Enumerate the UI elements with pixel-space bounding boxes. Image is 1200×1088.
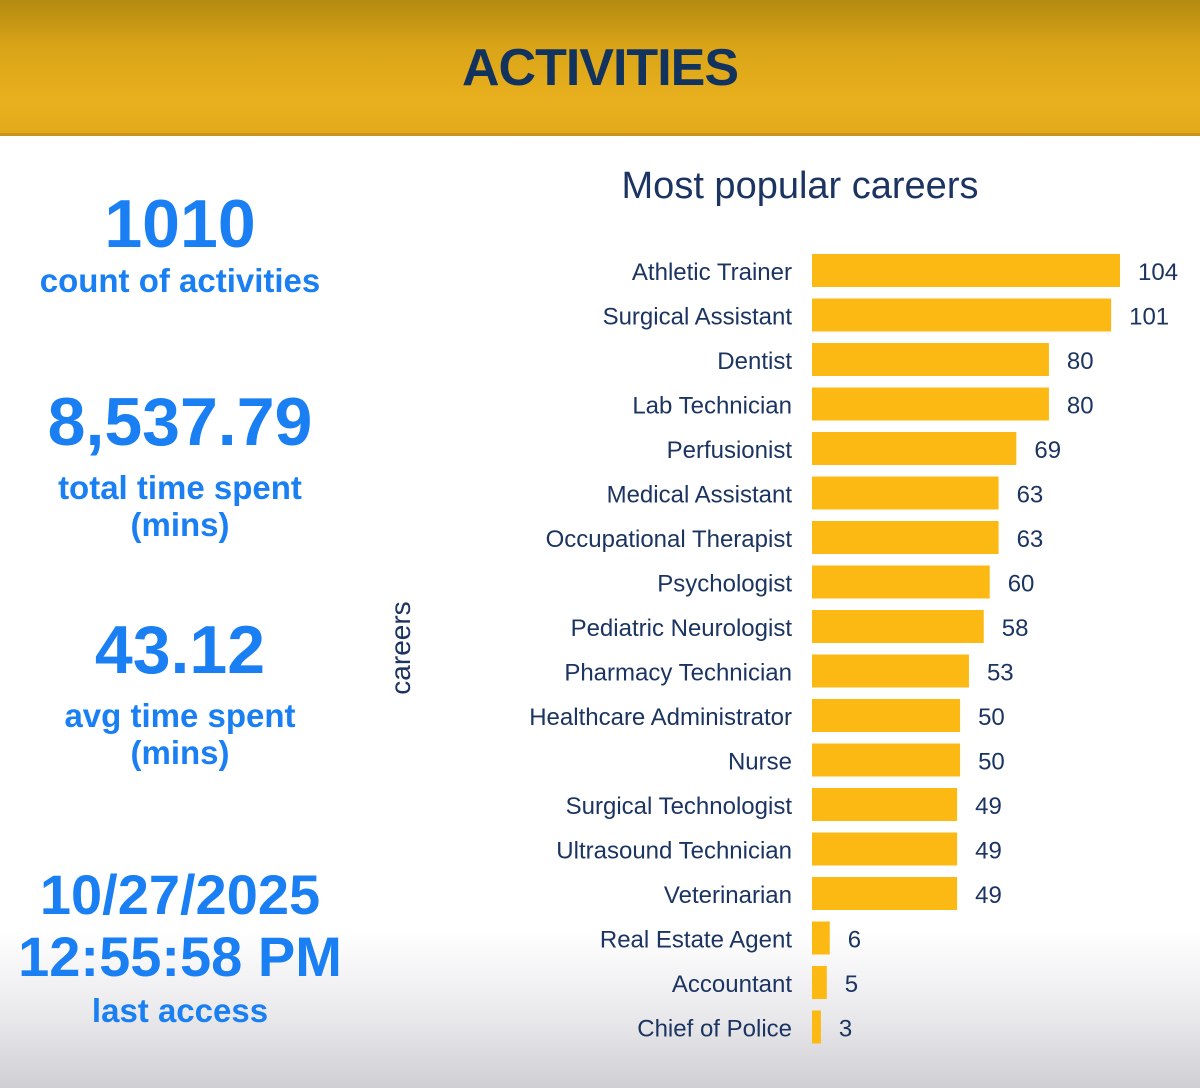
value-label-3: 80	[1067, 393, 1094, 420]
kpi-total-time-value: 8,537.79	[47, 384, 313, 460]
kpi-avg-time-value: 43.12	[94, 612, 266, 688]
bar-5	[812, 476, 999, 510]
value-label-13: 49	[975, 838, 1002, 865]
kpi-last-access-time: 12:55:58 PM	[18, 924, 342, 988]
category-label-8: Pediatric Neurologist	[571, 615, 793, 642]
header-banner: ACTIVITIES	[0, 0, 1200, 136]
bar-12	[812, 788, 958, 821]
category-label-3: Lab Technician	[632, 393, 792, 420]
value-label-16: 5	[845, 971, 858, 998]
value-label-14: 49	[975, 882, 1002, 909]
kpi-last-access-date: 10/27/2025	[39, 863, 321, 926]
value-label-17: 3	[839, 1016, 852, 1043]
value-label-1: 101	[1129, 304, 1169, 331]
value-label-8: 58	[1002, 615, 1029, 642]
category-label-5: Medical Assistant	[607, 482, 793, 509]
bar-9	[812, 654, 969, 688]
bar-1	[812, 298, 1112, 332]
category-label-1: Surgical Assistant	[603, 304, 793, 331]
value-label-7: 60	[1008, 571, 1035, 598]
value-label-15: 6	[848, 927, 861, 954]
y-axis-label: careers	[385, 601, 416, 694]
bar-11	[812, 743, 961, 777]
bar-8	[812, 610, 984, 643]
category-label-6: Occupational Therapist	[546, 526, 793, 553]
category-label-17: Chief of Police	[637, 1016, 792, 1043]
value-label-9: 53	[987, 660, 1014, 687]
category-label-7: Psychologist	[657, 571, 792, 598]
category-label-12: Surgical Technologist	[566, 793, 793, 820]
kpi-last-access: 10/27/2025 12:55:58 PM last access	[0, 864, 360, 1030]
value-label-12: 49	[975, 793, 1002, 820]
category-label-2: Dentist	[717, 348, 792, 375]
kpi-total-time-label-2: (mins)	[130, 505, 230, 543]
kpi-count-value: 1010	[104, 186, 256, 262]
kpi-avg-time: 43.12 avg time spent (mins)	[0, 616, 360, 772]
bar-16	[812, 966, 827, 999]
bar-3	[812, 387, 1049, 421]
kpi-total-time: 8,537.79 total time spent (mins)	[0, 388, 360, 544]
bar-15	[812, 921, 830, 955]
category-label-0: Athletic Trainer	[632, 259, 792, 286]
value-label-4: 69	[1034, 437, 1061, 464]
category-label-16: Accountant	[672, 971, 792, 998]
bottom-fade	[0, 930, 1200, 1088]
kpi-count-label: count of activities	[39, 262, 321, 299]
kpi-count: 1010 count of activities	[0, 190, 360, 300]
bar-6	[812, 521, 999, 554]
bar-10	[812, 699, 961, 732]
category-label-9: Pharmacy Technician	[564, 660, 792, 687]
bar-0	[812, 254, 1120, 287]
chart-title: Most popular careers	[622, 165, 979, 207]
category-label-11: Nurse	[728, 749, 792, 776]
bar-14	[812, 877, 958, 910]
category-label-10: Healthcare Administrator	[529, 704, 792, 731]
category-label-14: Veterinarian	[664, 882, 792, 909]
page-title: ACTIVITIES	[461, 39, 739, 97]
bar-7	[812, 565, 990, 599]
bar-13	[812, 832, 958, 866]
value-label-6: 63	[1017, 526, 1044, 553]
value-label-0: 104	[1138, 259, 1178, 286]
category-label-13: Ultrasound Technician	[556, 838, 792, 865]
bar-4	[812, 432, 1017, 465]
bar-2	[812, 343, 1049, 376]
category-label-15: Real Estate Agent	[600, 927, 792, 954]
value-label-10: 50	[978, 704, 1005, 731]
kpi-avg-time-label-2: (mins)	[130, 733, 230, 771]
kpi-avg-time-label-1: avg time spent	[64, 697, 296, 734]
value-label-11: 50	[978, 749, 1005, 776]
value-label-5: 63	[1017, 482, 1044, 509]
bar-17	[812, 1010, 821, 1044]
category-label-4: Perfusionist	[667, 437, 793, 464]
kpi-last-access-label: last access	[91, 992, 269, 1030]
kpi-total-time-label-1: total time spent	[58, 469, 302, 506]
value-label-2: 80	[1067, 348, 1094, 375]
